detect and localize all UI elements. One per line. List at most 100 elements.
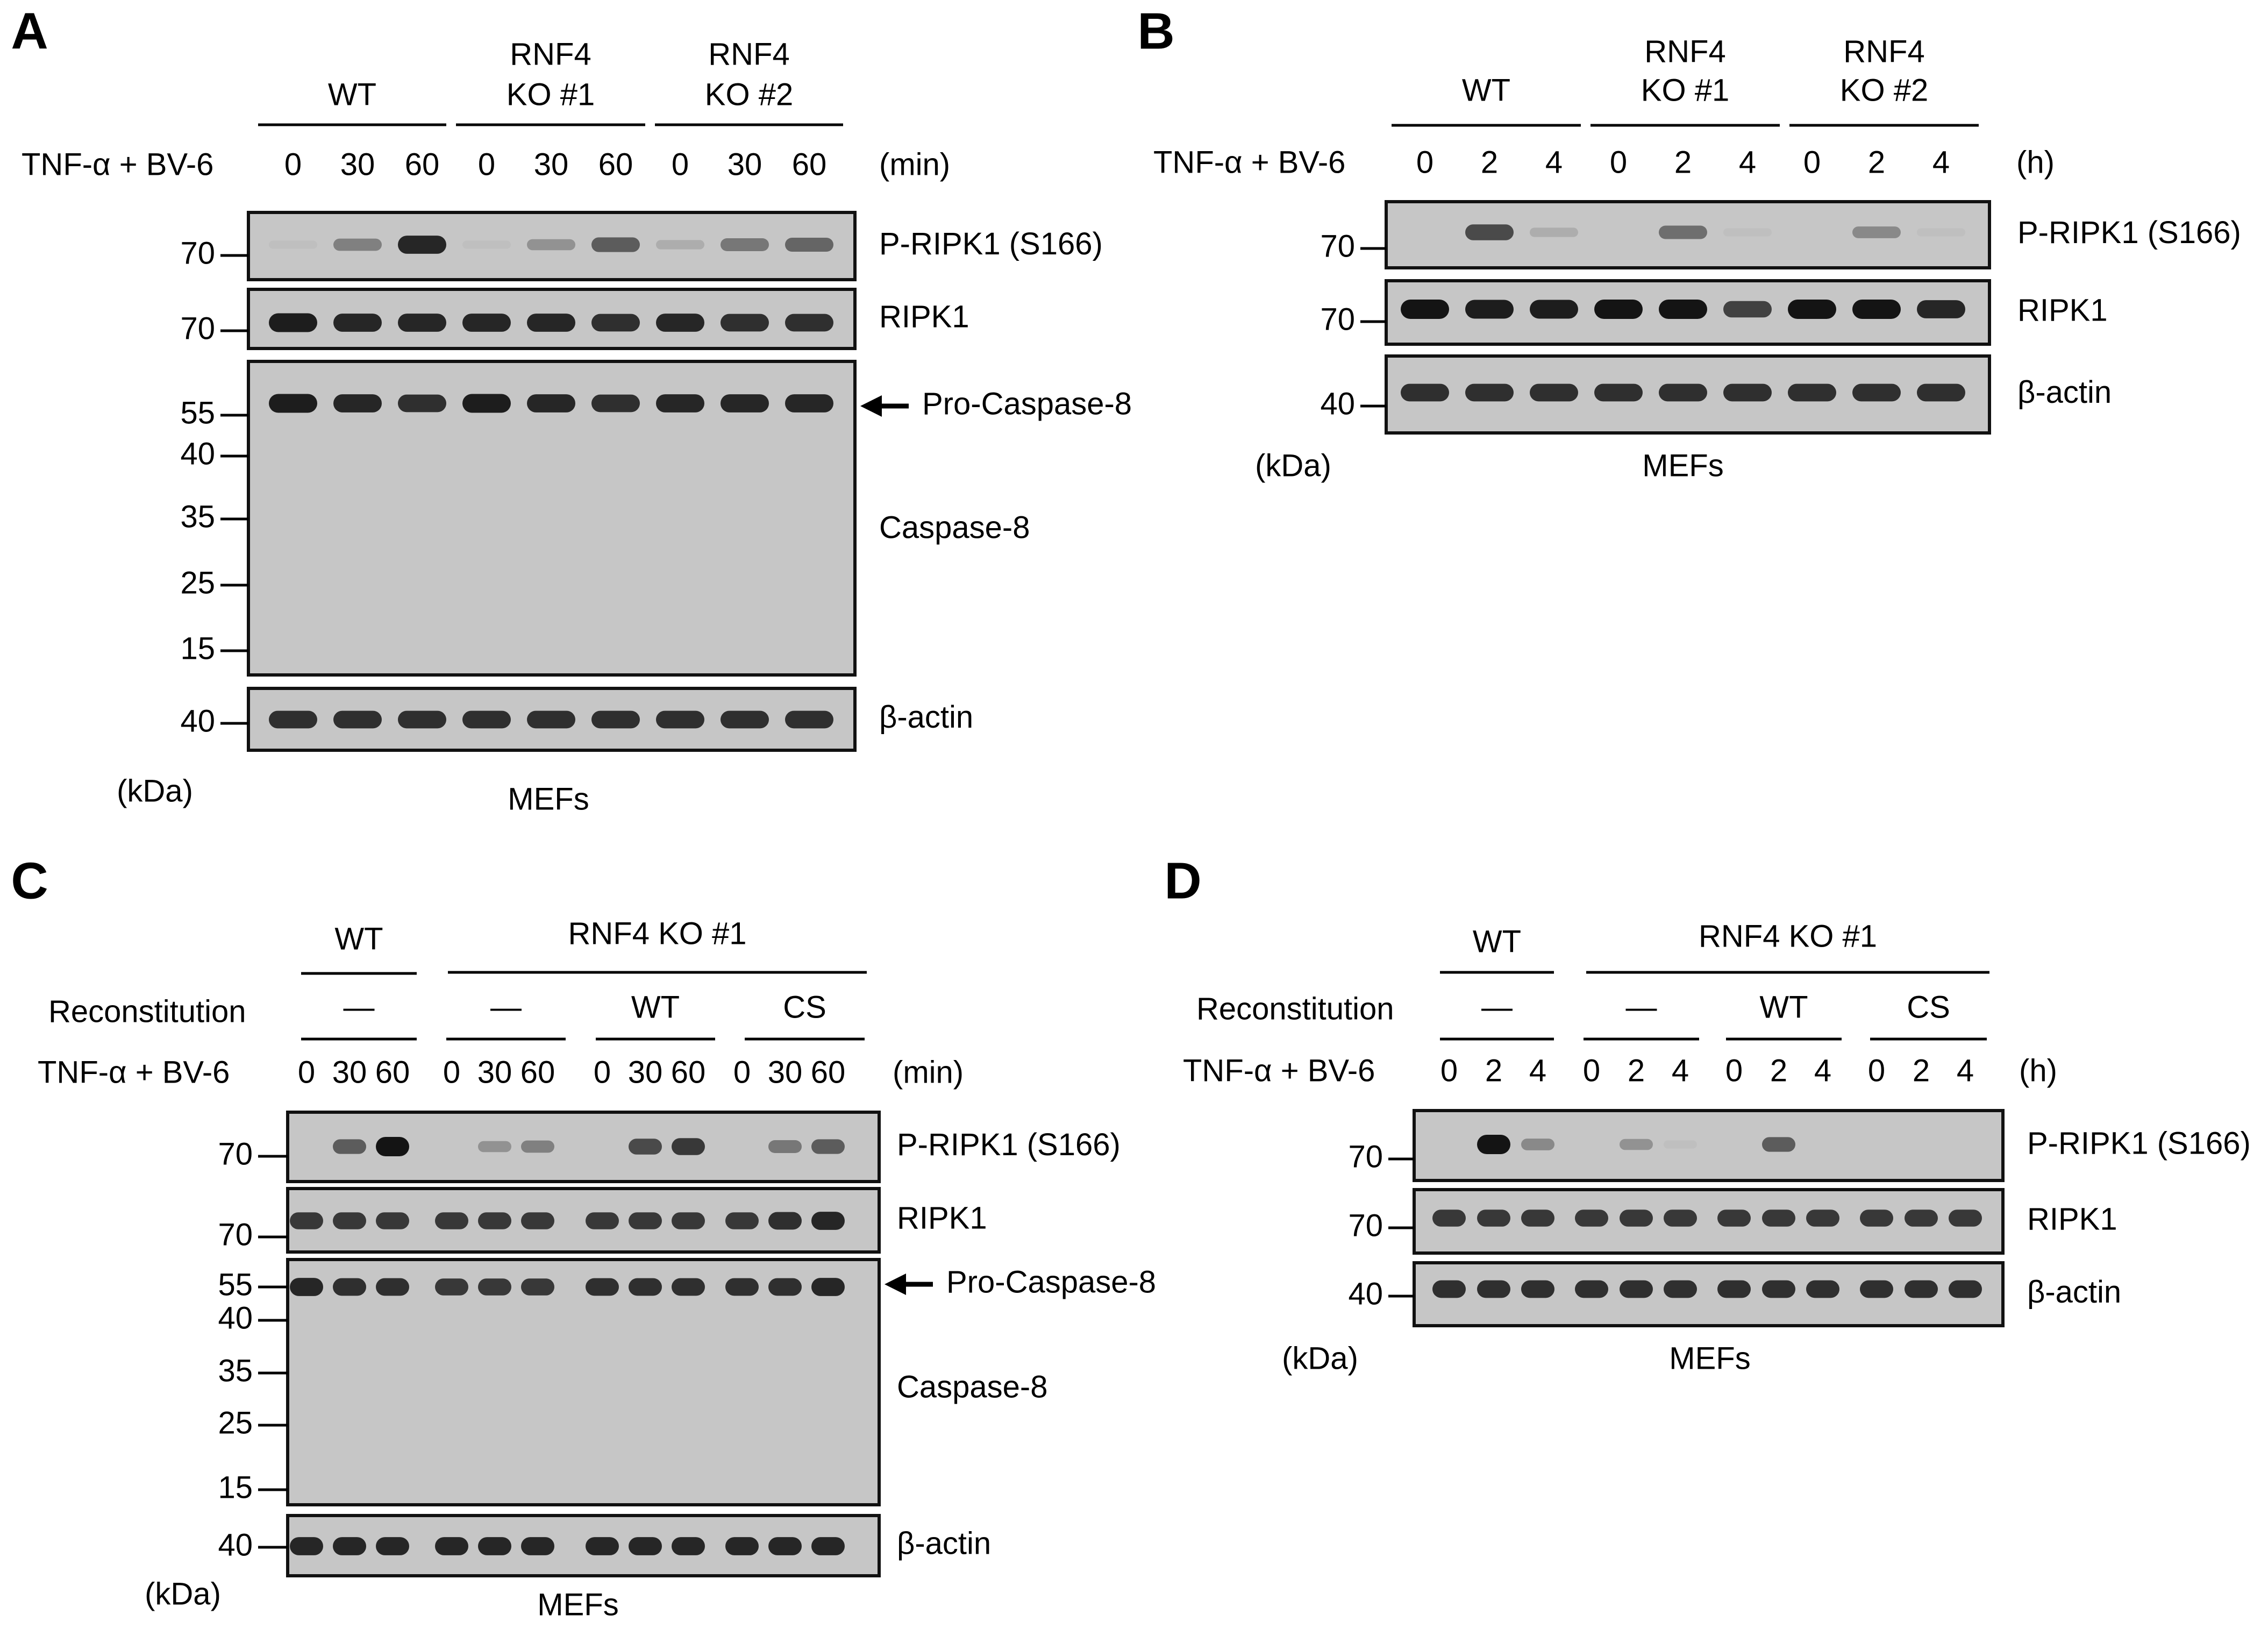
band	[376, 1212, 409, 1229]
band	[591, 710, 640, 729]
group-label: RNF4	[1644, 34, 1725, 69]
treatment-label: TNF-α + BV-6	[38, 1055, 230, 1090]
time-point: 60	[598, 147, 633, 182]
band	[435, 1537, 468, 1555]
band	[1917, 300, 1965, 318]
band	[333, 710, 382, 729]
band	[1852, 300, 1901, 319]
band	[478, 1212, 511, 1229]
band	[1620, 1210, 1653, 1227]
reconstitution-label: Reconstitution	[1196, 991, 1394, 1026]
mw-marker: 70	[180, 236, 215, 271]
blot-label: RIPK1	[2027, 1201, 2117, 1236]
blot--actin: 40 β-actin	[180, 687, 973, 752]
band	[1852, 383, 1901, 402]
band	[521, 1278, 554, 1296]
blot-ripk1: 70 RIPK1	[1348, 1188, 2117, 1255]
band	[1860, 1280, 1893, 1298]
band	[376, 1537, 409, 1555]
band	[435, 1212, 468, 1229]
band	[656, 240, 704, 250]
band	[398, 314, 446, 332]
time-point: 0	[672, 147, 689, 182]
time-point: 2	[1913, 1053, 1930, 1088]
group-label: KO #2	[705, 77, 793, 112]
time-point: 60	[375, 1055, 410, 1090]
band	[1806, 1210, 1839, 1227]
blot-label: RIPK1	[897, 1200, 987, 1235]
band	[591, 394, 640, 412]
time-point: 4	[1932, 145, 1950, 180]
band	[591, 237, 640, 252]
time-point: 0	[1440, 1053, 1458, 1088]
kda-label: (kDa)	[117, 773, 193, 808]
group-label: RNF4 KO #1	[568, 916, 747, 951]
band	[785, 237, 833, 252]
reconstitution-group: WT	[1759, 990, 1808, 1025]
mw-marker: 40	[218, 1300, 253, 1335]
band	[1575, 1280, 1608, 1298]
time-point: 30	[768, 1055, 803, 1090]
band	[1717, 1210, 1751, 1227]
blot-membrane	[1413, 1261, 2005, 1327]
reconstitution-group: CS	[783, 990, 826, 1025]
band	[811, 1212, 845, 1230]
mw-marker: 40	[218, 1527, 253, 1562]
band	[1401, 383, 1449, 402]
band	[1723, 228, 1772, 237]
blot-p-ripk1-s166-: 70 P-RIPK1 (S166)	[218, 1111, 1121, 1183]
band	[811, 1139, 845, 1154]
band	[333, 1212, 366, 1229]
band	[478, 1141, 511, 1153]
band	[1949, 1210, 1982, 1227]
reconstitution-group: —	[490, 990, 522, 1025]
mw-marker: 70	[218, 1217, 253, 1252]
time-point: 2	[1868, 145, 1885, 180]
blot-label: β-actin	[897, 1526, 991, 1561]
band	[1530, 383, 1578, 402]
cell-type-label: MEFs	[1669, 1341, 1750, 1376]
time-point: 0	[298, 1055, 315, 1090]
treatment-label: TNF-α + BV-6	[1183, 1053, 1375, 1088]
band	[478, 1278, 511, 1296]
time-point: 30	[332, 1055, 367, 1090]
arrow-icon	[860, 395, 882, 417]
panel-c: C WT RNF4 KO #1 Reconstitution — — WT CS TNF-α +…	[11, 852, 1156, 1622]
band	[521, 1140, 554, 1153]
band	[629, 1139, 662, 1155]
band	[1806, 1280, 1839, 1298]
band	[398, 710, 446, 729]
time-point: 4	[1545, 145, 1563, 180]
band	[527, 314, 575, 332]
mw-marker: 35	[218, 1353, 253, 1388]
band	[1465, 300, 1514, 319]
band	[1917, 383, 1965, 402]
group-label: WT	[334, 921, 383, 956]
band	[527, 710, 575, 729]
treatment-label: TNF-α + BV-6	[22, 147, 213, 182]
arrow-label: Pro-Caspase-8	[946, 1264, 1156, 1299]
band	[1530, 227, 1578, 237]
mw-marker: 70	[1320, 302, 1355, 337]
time-point: 30	[340, 147, 375, 182]
blot-membrane	[247, 360, 857, 677]
band	[1432, 1210, 1466, 1227]
cell-type-label: MEFs	[537, 1587, 618, 1622]
blot-ripk1: 70 RIPK1	[180, 288, 969, 350]
kda-label: (kDa)	[145, 1576, 221, 1611]
panel-a: A WT RNF4 KO #1 RNF4 KO #2 TNF-α + BV-6 0 30 60 0 3…	[11, 2, 1132, 816]
blot-caspase-8: 55 40 35 25 15 Pro-Caspase-8 Caspase-8	[180, 360, 1132, 677]
mw-marker: 55	[180, 395, 215, 430]
band	[1723, 301, 1772, 318]
band	[435, 1278, 468, 1296]
band	[1620, 1280, 1653, 1298]
band	[1530, 300, 1578, 319]
blot--actin: 40 β-actin	[1348, 1261, 2121, 1327]
band	[333, 1537, 366, 1555]
cell-type-label: MEFs	[1642, 448, 1723, 483]
time-point: 0	[284, 147, 302, 182]
time-point: 0	[1610, 145, 1627, 180]
band	[721, 314, 769, 332]
band	[1723, 383, 1772, 402]
